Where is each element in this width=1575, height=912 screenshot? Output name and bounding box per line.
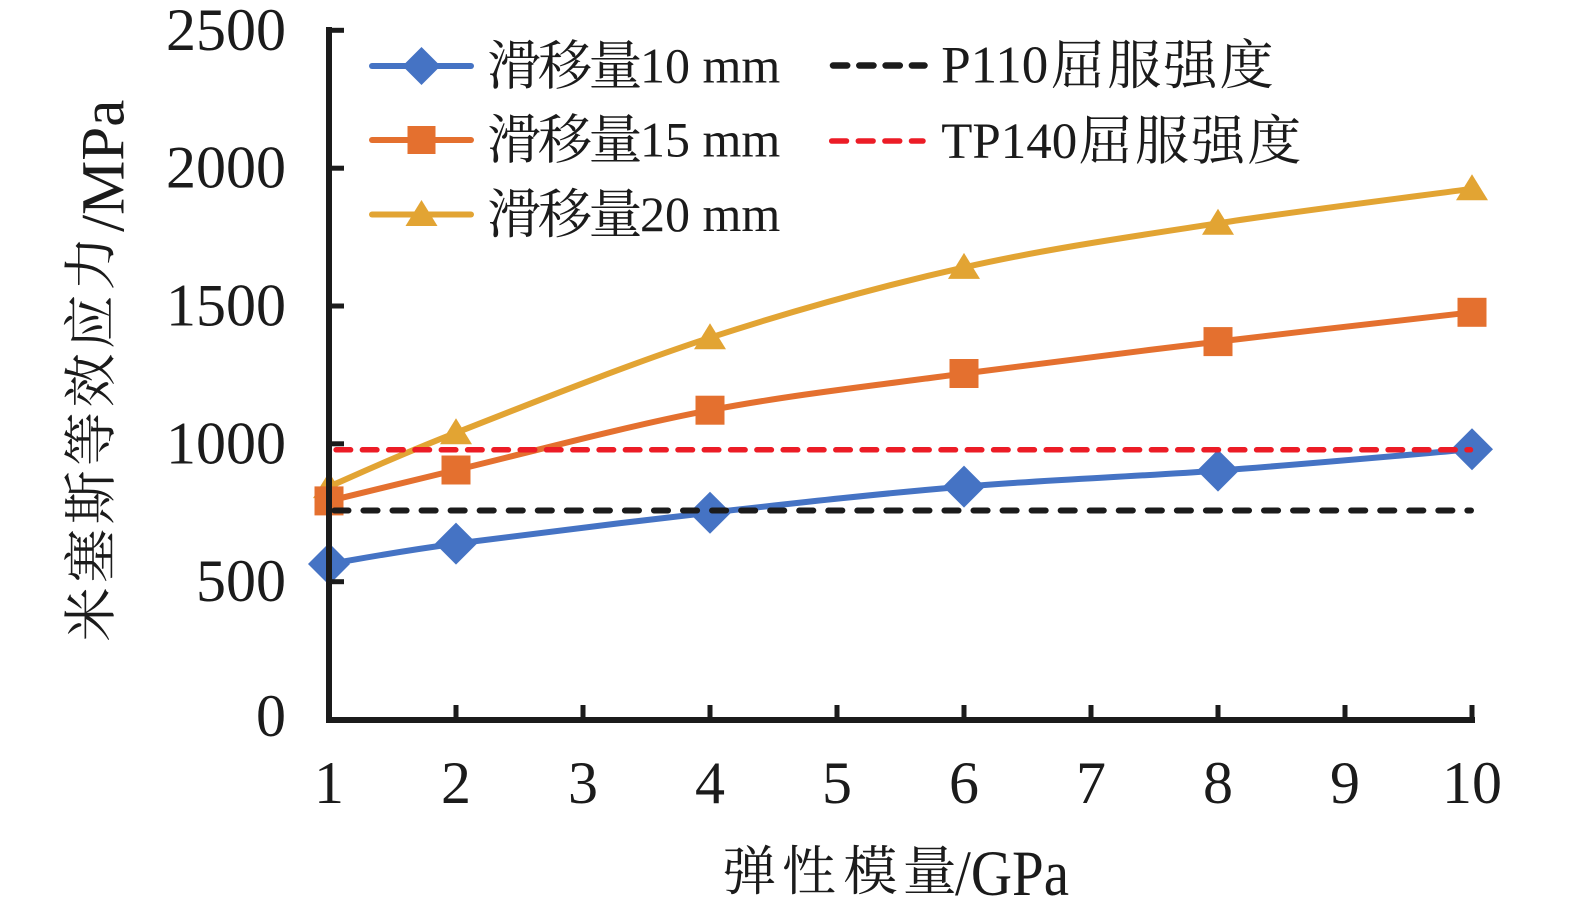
svg-text:2: 2 [441, 750, 471, 816]
svg-text:1000: 1000 [166, 410, 286, 476]
svg-text:2500: 2500 [166, 0, 286, 63]
svg-text:7: 7 [1076, 750, 1106, 816]
svg-text:0: 0 [256, 683, 286, 749]
svg-text:/MPa: /MPa [71, 100, 138, 232]
svg-text:6: 6 [949, 750, 979, 816]
svg-text:15 mm: 15 mm [640, 112, 780, 168]
svg-text:8: 8 [1203, 750, 1233, 816]
svg-text:4: 4 [695, 750, 725, 816]
svg-text:5: 5 [822, 750, 852, 816]
svg-text:500: 500 [196, 548, 286, 614]
svg-text:2000: 2000 [166, 135, 286, 201]
svg-text:10 mm: 10 mm [640, 38, 780, 94]
svg-text:1: 1 [314, 750, 344, 816]
svg-text:1500: 1500 [166, 273, 286, 339]
svg-text:20 mm: 20 mm [640, 186, 780, 242]
svg-text:TP140: TP140 [941, 114, 1077, 170]
svg-text:3: 3 [568, 750, 598, 816]
svg-text:9: 9 [1330, 750, 1360, 816]
svg-text:10: 10 [1442, 750, 1502, 816]
svg-text:P110: P110 [941, 37, 1048, 95]
svg-text:/GPa: /GPa [955, 838, 1069, 910]
